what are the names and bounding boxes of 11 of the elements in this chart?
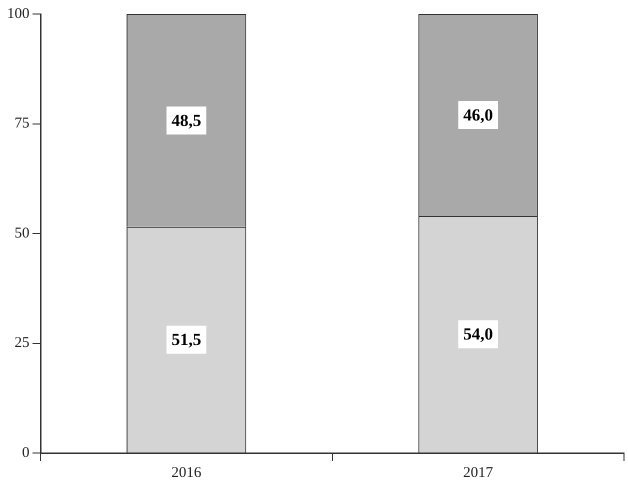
y-tick-label: 50	[14, 225, 30, 242]
y-tick-label: 0	[22, 444, 30, 461]
data-label: 48,5	[172, 110, 202, 130]
data-label: 46,0	[463, 105, 493, 124]
x-tick-label: 2017	[463, 464, 494, 481]
x-tick-label: 2016	[171, 464, 202, 481]
y-tick-label: 75	[14, 116, 30, 132]
y-tick-label: 25	[14, 335, 30, 352]
data-label: 51,5	[172, 330, 202, 350]
y-tick-label: 100	[7, 6, 30, 22]
data-label: 54,0	[463, 324, 493, 344]
